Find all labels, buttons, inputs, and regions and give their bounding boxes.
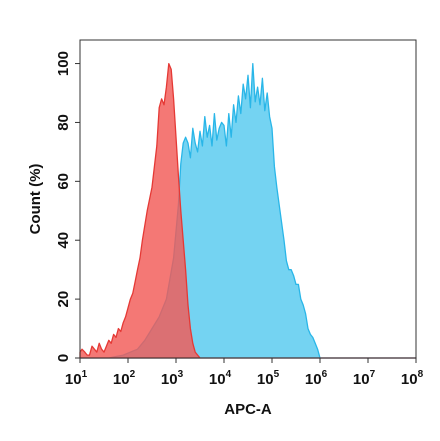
x-tick-label-3: 103 [161,369,184,388]
y-tick-label-6: 100 [55,51,72,76]
x-tick-label-2: 102 [113,369,136,388]
x-axis-label: APC-A [224,401,272,418]
plot-frame [79,39,417,359]
x-tick-label-5: 105 [257,369,280,388]
y-axis-label: Count (%) [27,164,44,235]
y-tick-label-1: 0 [55,354,72,362]
x-axis-ticks: 101 102 103 104 105 106 107 108 [65,358,424,388]
x-tick-label-1: 101 [65,369,88,388]
x-tick-label-8: 108 [401,369,424,388]
y-tick-label-4: 60 [55,173,72,190]
y-tick-label-5: 80 [55,114,72,131]
x-tick-label-6: 106 [305,369,328,388]
x-tick-label-7: 107 [353,369,376,388]
series-layer [79,62,417,359]
histogram-series-2 [79,62,417,359]
x-tick-label-4: 104 [209,369,232,388]
y-tick-label-3: 40 [55,232,72,249]
y-tick-label-2: 20 [55,291,72,308]
y-axis-ticks: 0 20 40 60 80 100 [55,51,80,362]
